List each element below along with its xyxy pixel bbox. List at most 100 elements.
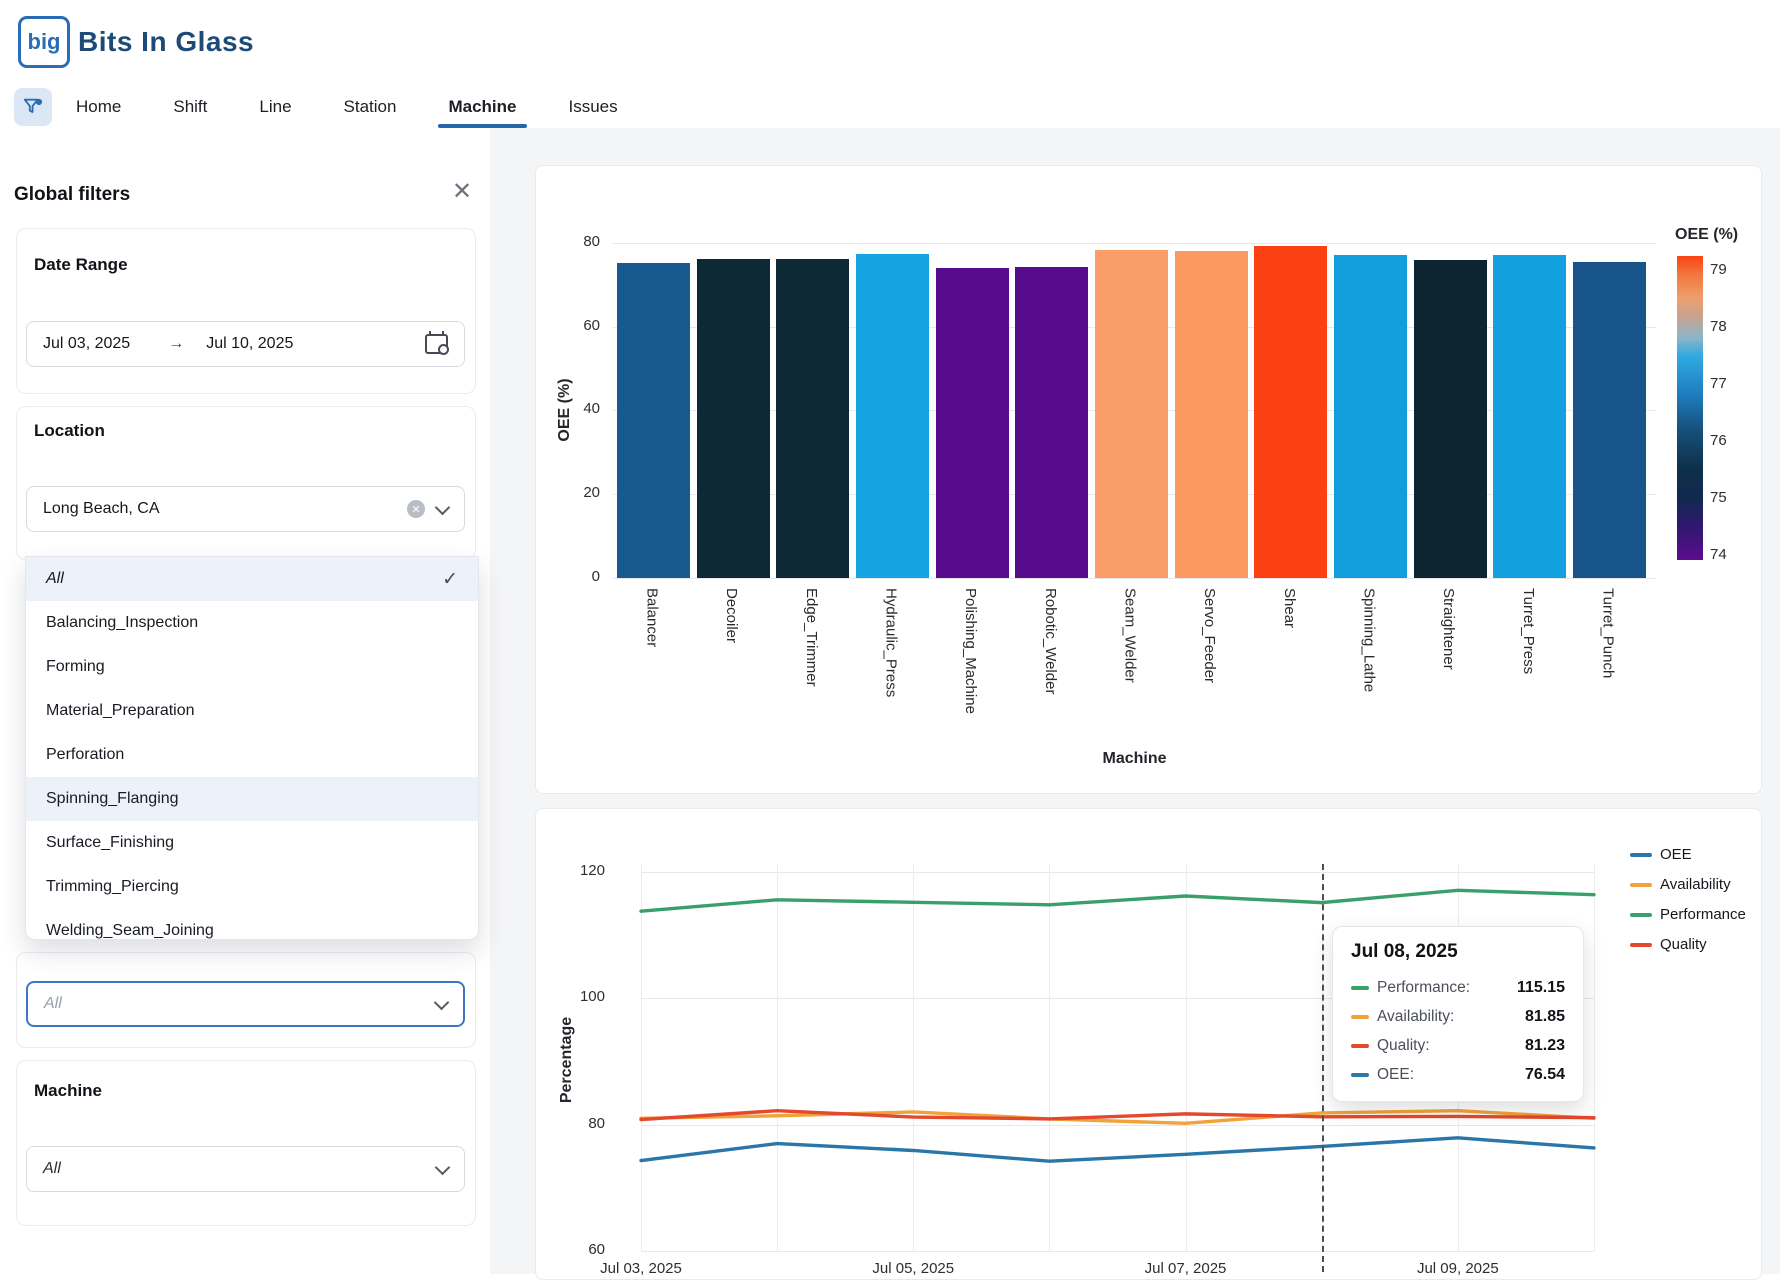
bar-straightener[interactable] xyxy=(1413,259,1487,578)
legend-item-availability[interactable]: Availability xyxy=(1630,876,1731,893)
date-range-input[interactable]: Jul 03, 2025 → Jul 10, 2025 xyxy=(26,321,465,367)
tooltip-row-performance: Performance: 115.15 xyxy=(1351,973,1565,1002)
filters-toggle-button[interactable] xyxy=(14,88,52,126)
bar-xtick-label: Seam_Welder xyxy=(1121,588,1139,683)
bar-xtick-label: Spinning_Lathe xyxy=(1360,588,1378,693)
tab-home[interactable]: Home xyxy=(76,97,122,116)
bar-edge_trimmer[interactable] xyxy=(776,259,850,578)
line-gridline-h xyxy=(641,1124,1594,1126)
chevron-down-icon xyxy=(434,499,451,515)
tab-issues[interactable]: Issues xyxy=(568,97,618,116)
line-gridline-h xyxy=(641,998,1594,1000)
dropdown-option-all[interactable]: All ✓ xyxy=(26,557,478,601)
brand-logo-text: big xyxy=(27,29,61,54)
dropdown-option-label: Forming xyxy=(46,658,105,675)
machine-select[interactable]: All xyxy=(26,1146,465,1192)
series-line-quality xyxy=(639,1109,1596,1122)
tooltip-row-availability: Availability: 81.85 xyxy=(1351,1002,1565,1031)
dropdown-option-label: Surface_Finishing xyxy=(46,834,175,851)
bar-seam_welder[interactable] xyxy=(1095,250,1169,578)
dropdown-option-label: Perforation xyxy=(46,746,125,763)
bar-balancer[interactable] xyxy=(617,263,690,578)
dropdown-option-label: All xyxy=(46,570,64,587)
dropdown-option-trimming_piercing[interactable]: Trimming_Piercing xyxy=(26,865,478,909)
line-gridline-v xyxy=(1185,864,1187,1251)
process-select[interactable]: All xyxy=(26,981,465,1027)
line-ytick-label: 80 xyxy=(588,1114,605,1132)
bar-hydraulic_press[interactable] xyxy=(856,254,929,578)
tab-shift[interactable]: Shift xyxy=(173,97,208,116)
bar-turret_press[interactable] xyxy=(1493,255,1567,578)
bar-xtick-label: Hydraulic_Press xyxy=(882,588,900,698)
dropdown-option-material_preparation[interactable]: Material_Preparation xyxy=(26,689,478,733)
chevron-down-icon xyxy=(434,1159,451,1175)
calendar-icon[interactable] xyxy=(425,331,449,355)
legend-label: Availability xyxy=(1660,876,1731,893)
tooltip-metric-label: Availability: xyxy=(1377,1007,1455,1025)
tooltip-metric-label: OEE: xyxy=(1377,1065,1415,1083)
legend-item-quality[interactable]: Quality xyxy=(1630,936,1707,953)
bar-shear[interactable] xyxy=(1254,245,1328,578)
bar-robotic_welder[interactable] xyxy=(1015,267,1089,578)
tooltip-date: Jul 08, 2025 xyxy=(1351,941,1458,962)
close-icon[interactable]: ✕ xyxy=(452,178,473,205)
dropdown-option-forming[interactable]: Forming xyxy=(26,645,478,689)
bar-ytick-label: 40 xyxy=(583,400,600,418)
date-arrow-icon: → xyxy=(168,335,185,352)
bar-polishing_machine[interactable] xyxy=(935,267,1009,578)
bar-yaxis-title: OEE (%) xyxy=(556,378,573,442)
tooltip-metric-value: 76.54 xyxy=(1524,1065,1565,1083)
brand-logo-icon: big xyxy=(18,16,70,68)
dropdown-option-welding_seam_joining[interactable]: Welding_Seam_Joining xyxy=(26,909,478,939)
bar-xtick-label: Turret_Punch xyxy=(1599,588,1617,679)
machine-select-value: All xyxy=(43,1160,61,1177)
line-xtick-label: Jul 09, 2025 xyxy=(1416,1260,1499,1277)
bar-xtick-label: Polishing_Machine xyxy=(962,588,980,714)
legend-label: Performance xyxy=(1660,906,1746,923)
bar-xtick-label: Turret_Press xyxy=(1519,588,1537,675)
colorbar-tick-label: 75 xyxy=(1710,489,1727,506)
date-range-label: Date Range xyxy=(34,255,128,274)
dropdown-option-perforation[interactable]: Perforation xyxy=(26,733,478,777)
process-section: All xyxy=(16,952,476,1048)
bar-xtick-label: Edge_Trimmer xyxy=(802,588,820,687)
series-line-performance xyxy=(639,888,1596,913)
bar-ytick-label: 0 xyxy=(591,568,600,585)
colorbar-gradient xyxy=(1677,256,1703,560)
machine-filter-section: Machine All xyxy=(16,1060,476,1226)
clear-icon[interactable]: ✕ xyxy=(407,500,425,518)
bar-decoiler[interactable] xyxy=(696,258,770,578)
global-filters-title: Global filters xyxy=(14,184,131,205)
check-icon: ✓ xyxy=(442,568,458,590)
legend-item-performance[interactable]: Performance xyxy=(1630,906,1746,923)
bar-ytick-label: 80 xyxy=(583,232,600,250)
line-gridline-v xyxy=(1593,864,1595,1251)
line-chart-series xyxy=(639,888,1596,1163)
line-ytick-label: 100 xyxy=(579,988,605,1006)
bar-xtick-label: Robotic_Welder xyxy=(1041,588,1059,695)
legend-item-oee[interactable]: OEE xyxy=(1630,846,1692,863)
bar-turret_punch[interactable] xyxy=(1573,262,1647,578)
tooltip-metric-label: Performance: xyxy=(1377,978,1471,996)
series-line-oee xyxy=(639,1136,1596,1163)
bar-servo_feeder[interactable] xyxy=(1174,250,1248,578)
legend-swatch xyxy=(1630,912,1652,917)
legend-label: OEE xyxy=(1660,846,1692,863)
location-value: Long Beach, CA xyxy=(43,500,160,517)
dropdown-option-spinning_flanging[interactable]: Spinning_Flanging xyxy=(26,777,478,821)
dropdown-option-surface_finishing[interactable]: Surface_Finishing xyxy=(26,821,478,865)
tab-machine[interactable]: Machine xyxy=(438,86,527,128)
dropdown-option-balancing_inspection[interactable]: Balancing_Inspection xyxy=(26,601,478,645)
bar-gridline xyxy=(613,242,1656,244)
tab-line[interactable]: Line xyxy=(259,97,292,116)
bar-xtick-label: Straightener xyxy=(1440,588,1458,670)
location-select[interactable]: Long Beach, CA ✕ xyxy=(26,486,465,532)
bar-xtick-label: Servo_Feeder xyxy=(1201,588,1219,684)
date-start-value: Jul 03, 2025 xyxy=(43,335,131,352)
bar-spinning_lathe[interactable] xyxy=(1334,254,1408,578)
line-yaxis-title: Percentage xyxy=(558,1016,575,1104)
filter-icon xyxy=(23,98,43,113)
line-xtick-label: Jul 07, 2025 xyxy=(1144,1260,1227,1277)
tab-station[interactable]: Station xyxy=(343,97,397,116)
